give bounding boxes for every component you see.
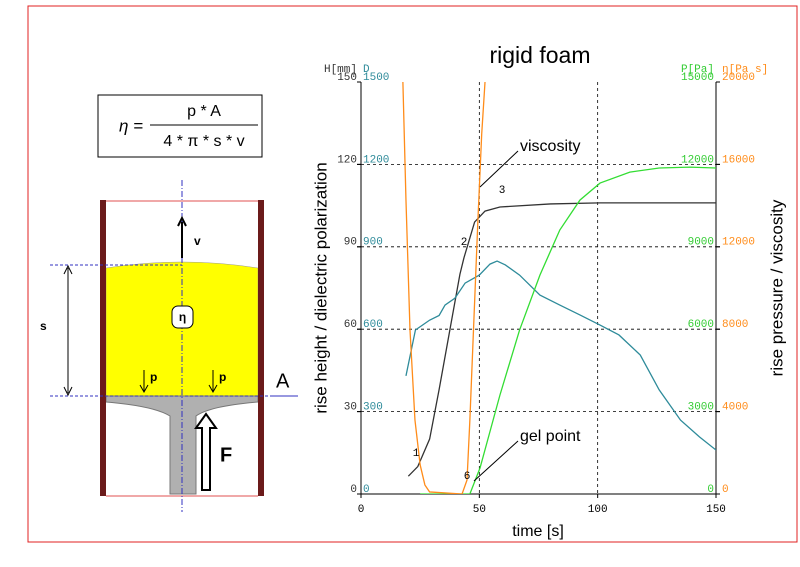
label-p: p [150, 370, 157, 384]
label-p: p [219, 370, 226, 384]
series-line [420, 166, 716, 494]
x-tick-label: 100 [588, 504, 608, 516]
point-label: 2 [461, 237, 468, 249]
page-border [27, 5, 798, 543]
y-tick-label: 300 [363, 402, 383, 414]
diagram: η = p * A 4 * π * s * v s v η p p A F [40, 94, 298, 512]
foam [105, 261, 259, 397]
y-tick-label: 600 [363, 319, 383, 331]
y-tick-label: 3000 [688, 402, 714, 414]
y-tick-label: 900 [363, 237, 383, 249]
y-axis-unit: D [363, 64, 370, 76]
y-tick-label: 20000 [722, 72, 755, 84]
y-tick-label: 6000 [688, 319, 714, 331]
y-tick-label: 16000 [722, 154, 755, 166]
y-axis-unit: η[Pa s] [722, 64, 768, 76]
y-tick-label: 120 [337, 154, 357, 166]
label-s: s [40, 319, 47, 333]
force-arrow [194, 412, 218, 491]
y-tick-label: 0 [707, 484, 714, 496]
y-tick-label: 9000 [688, 237, 714, 249]
eta-box [171, 305, 194, 329]
y-axis-unit: P[Pa] [681, 64, 714, 76]
y-tick-label: 30 [344, 402, 357, 414]
chart: rigid foam time [s] rise height / dielectr… [311, 42, 786, 540]
y-tick-label: 4000 [722, 402, 748, 414]
y-axis-label: rise height / dielectric polarization [311, 162, 330, 413]
x-axis-label: time [s] [512, 523, 564, 540]
cylinder-wall [258, 200, 264, 496]
y-tick-label: 1200 [363, 154, 389, 166]
s-arrowheads [63, 264, 73, 397]
y-tick-label: 60 [344, 319, 357, 331]
x-tick-label: 50 [473, 504, 486, 516]
y-tick-label: 1500 [363, 72, 389, 84]
formula-numerator: p * A [187, 103, 221, 120]
y-tick-label: 12000 [681, 154, 714, 166]
y2-axis-label: rise pressure / viscosity [767, 199, 786, 376]
x-tick-label: 0 [358, 504, 365, 516]
label-v: v [194, 234, 201, 248]
label-f: F [220, 444, 232, 466]
y-tick-label: 90 [344, 237, 357, 249]
formula-denominator: 4 * π * s * v [163, 133, 244, 150]
label-a: A [276, 370, 290, 392]
x-tick-label: 150 [706, 504, 726, 516]
annotation-pointer [473, 440, 519, 482]
y-axis-unit: H[mm] [324, 64, 357, 76]
y-tick-label: 0 [350, 484, 357, 496]
cylinder-wall [100, 200, 106, 496]
y-tick-label: 0 [722, 484, 729, 496]
chart-title: rigid foam [490, 42, 591, 68]
y-tick-label: 15000 [681, 72, 714, 84]
p-arrows [139, 370, 218, 394]
y-tick-label: 12000 [722, 237, 755, 249]
v-arrowhead [177, 215, 187, 227]
formula-box [97, 94, 263, 158]
y-tick-label: 8000 [722, 319, 748, 331]
series-line [402, 82, 486, 494]
series-line [405, 260, 716, 451]
point-label: 6 [464, 471, 471, 483]
label-eta: η [179, 310, 186, 324]
y-tick-label: 0 [363, 484, 370, 496]
y-tick-label: 150 [337, 72, 357, 84]
formula-lhs: η = [119, 116, 143, 135]
series-line [407, 202, 716, 477]
point-label: 1 [413, 448, 420, 460]
point-label: 3 [499, 185, 506, 197]
annotation-pointer [479, 150, 519, 188]
annotation: gel point [520, 428, 581, 445]
annotation: viscosity [520, 138, 580, 155]
